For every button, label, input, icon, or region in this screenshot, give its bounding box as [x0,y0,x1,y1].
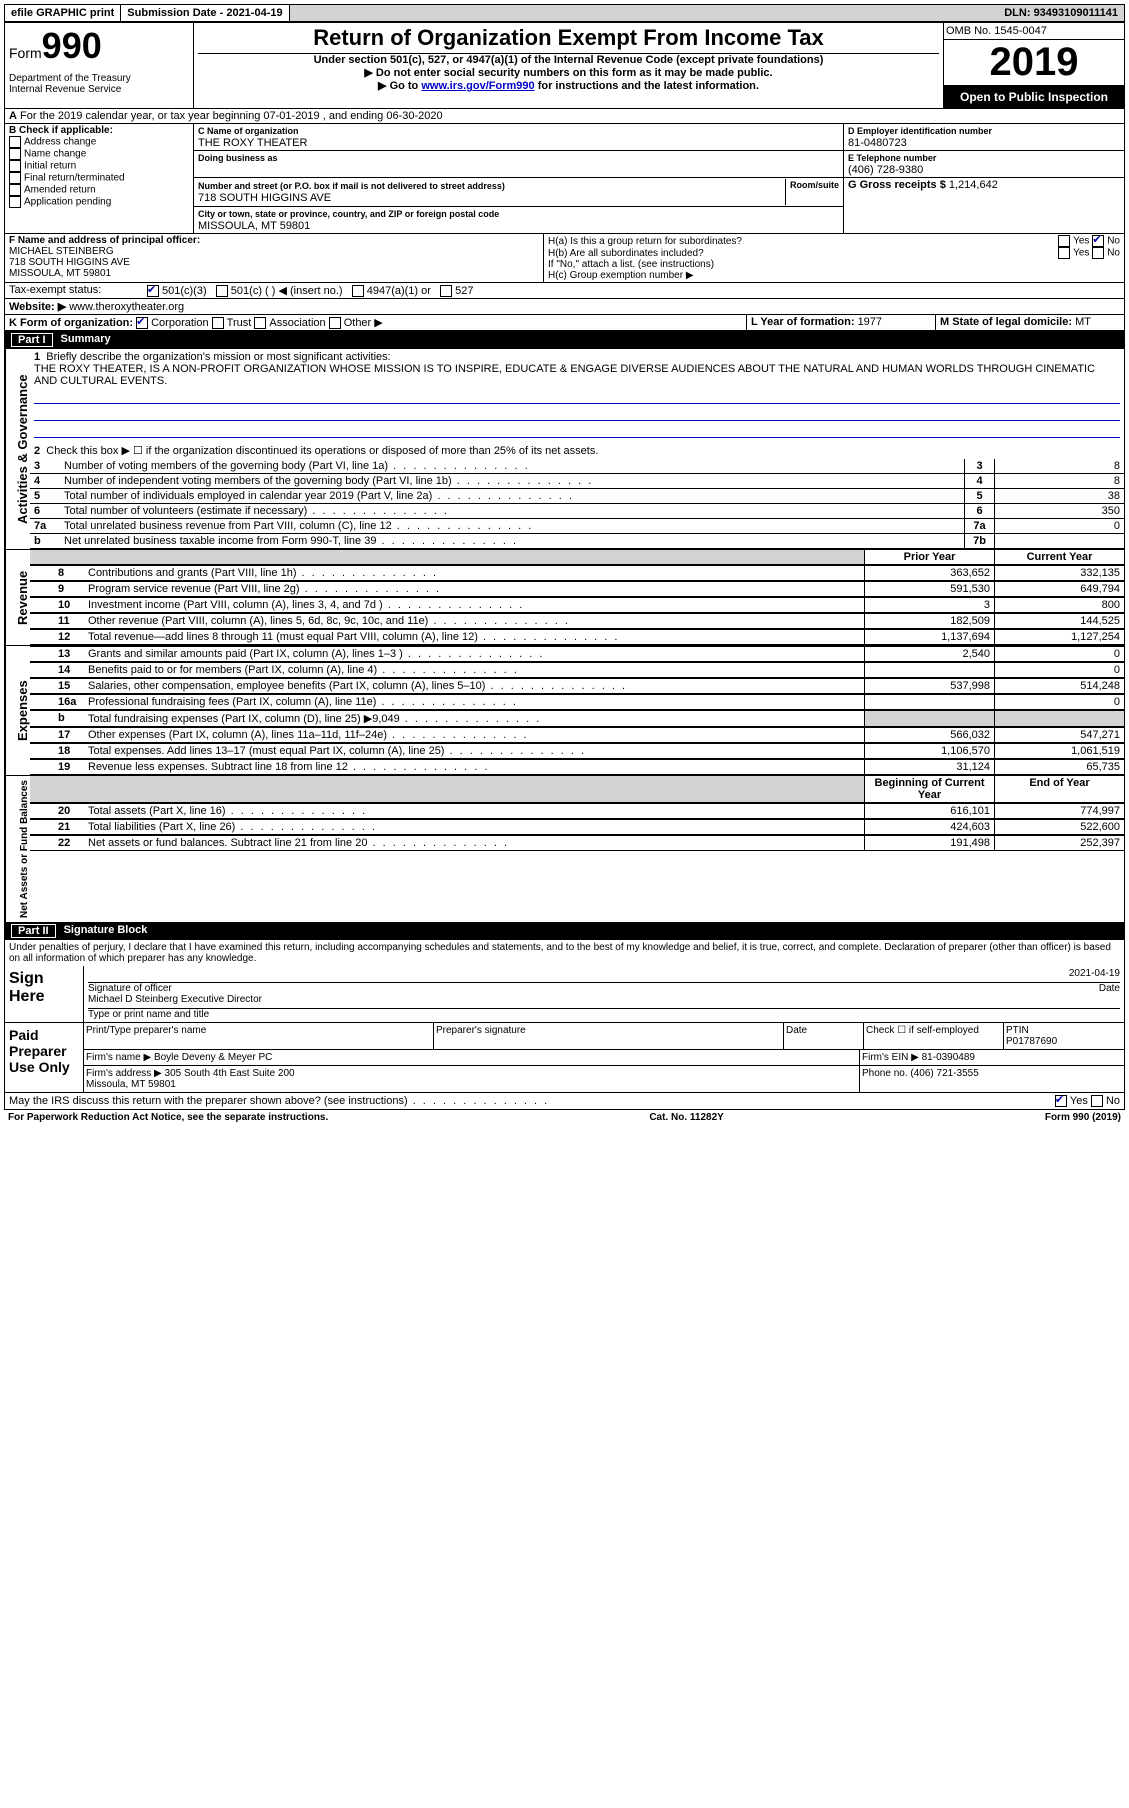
tax-status-label: Tax-exempt status: [5,283,143,298]
open-public: Open to Public Inspection [944,86,1124,108]
box-h: H(a) Is this a group return for subordin… [544,234,1124,282]
efile-button[interactable]: efile GRAPHIC print [5,5,121,21]
note-link: Go to www.irs.gov/Form990 for instructio… [198,79,939,92]
box-f: F Name and address of principal officer:… [5,234,544,282]
top-bar: efile GRAPHIC print Submission Date - 20… [4,4,1125,22]
form-title: Return of Organization Exempt From Incom… [198,25,939,54]
dln: DLN: 93493109011141 [998,5,1124,21]
irs-link[interactable]: www.irs.gov/Form990 [421,80,534,92]
form-container: Form990 Department of the Treasury Inter… [4,22,1125,1110]
side-governance: Activities & Governance [5,349,30,549]
submission-date: Submission Date - 2021-04-19 [121,5,289,21]
subtitle: Under section 501(c), 527, or 4947(a)(1)… [198,54,939,66]
omb: OMB No. 1545-0047 [944,23,1124,40]
tax-year: 2019 [944,40,1124,86]
form-id-block: Form990 Department of the Treasury Inter… [5,23,194,108]
dept-label: Department of the Treasury Internal Reve… [9,73,189,95]
note-ssn: Do not enter social security numbers on … [198,66,939,79]
box-b: B Check if applicable: Address change Na… [5,124,194,233]
line-a: A For the 2019 calendar year, or tax yea… [5,109,1124,124]
